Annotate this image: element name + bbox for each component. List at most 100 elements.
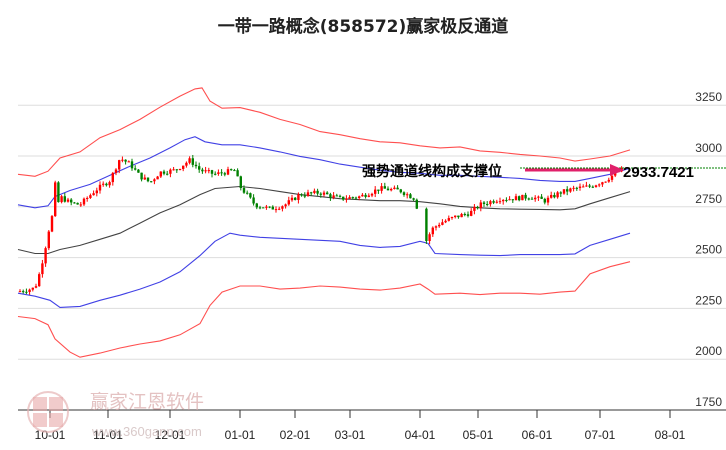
candle-body [204, 170, 207, 172]
candle-body [134, 168, 137, 170]
candle-body [492, 201, 495, 203]
candle-body [47, 231, 50, 249]
candle-body [518, 196, 521, 201]
watermark-url: www.360gann.com [91, 424, 202, 439]
candle-body [95, 190, 98, 194]
candle-body [271, 206, 274, 210]
candle-body [438, 224, 441, 227]
candle-body [386, 188, 390, 191]
band-line-outer_lower [17, 261, 631, 358]
candle-body [220, 172, 223, 174]
candle-body [444, 220, 447, 223]
candle-body [514, 196, 518, 201]
candle-body [294, 197, 297, 200]
candle-body [470, 210, 473, 216]
watermark-brand: 赢家江恩软件 [90, 391, 204, 413]
candle-body [278, 208, 281, 210]
y-tick-label: 2500 [695, 243, 722, 257]
candle-body [598, 184, 601, 186]
candle-body [342, 196, 345, 200]
watermark-logo-icon [27, 391, 69, 433]
candle-body [335, 195, 338, 197]
candle-body [406, 194, 409, 196]
candle-body [73, 202, 76, 204]
candle-body [412, 198, 415, 200]
candle-body [140, 172, 143, 180]
candle-body [370, 193, 374, 196]
candle-body [399, 189, 402, 193]
candle-body [329, 194, 332, 198]
candle-body [172, 169, 175, 171]
candle-body [89, 195, 92, 198]
x-tick-label: 06-01 [522, 428, 553, 442]
candle-body [310, 192, 313, 194]
candle-body [450, 217, 454, 219]
candle-body [255, 203, 258, 208]
support-value: 2933.7421 [623, 164, 694, 181]
chart-title: 一带一路概念(858572)赢家极反通道 [217, 17, 509, 37]
band-line-outer_upper [17, 87, 631, 177]
candle-body [540, 196, 543, 199]
candle-body [466, 214, 470, 216]
y-tick-label: 2250 [695, 293, 722, 307]
candle-body [124, 159, 127, 162]
candle-body [274, 209, 278, 211]
candle-body [230, 169, 233, 171]
y-tick-label: 3000 [695, 141, 722, 155]
y-tick-label: 2000 [695, 344, 722, 358]
candle-body [175, 169, 178, 171]
candle-body [358, 196, 361, 199]
candle-body [585, 185, 588, 187]
candle-body [201, 169, 204, 172]
candle-body [409, 194, 412, 199]
candle-body [572, 187, 575, 189]
candle-body [489, 201, 492, 205]
candle-body [31, 287, 34, 290]
candle-body [28, 289, 31, 292]
candle-body [191, 158, 194, 165]
candle-body [41, 263, 44, 275]
candle-body [108, 182, 111, 186]
candle-body [415, 199, 418, 209]
candle-body [550, 194, 553, 198]
candle-body [537, 196, 540, 198]
candle-body [111, 172, 114, 183]
candle-body [146, 177, 150, 182]
candle-body [162, 171, 166, 174]
candle-body [578, 186, 582, 188]
candle-body [118, 160, 121, 170]
candle-body [434, 226, 438, 228]
candle-body [98, 184, 102, 191]
candle-body [332, 195, 335, 198]
candle-body [217, 172, 220, 174]
candle-body [265, 206, 268, 208]
candle-body [374, 189, 377, 194]
candle-body [242, 188, 246, 193]
candlesticks [18, 154, 623, 295]
candle-body [86, 197, 89, 199]
band-line-middle [17, 185, 631, 255]
candle-body [102, 183, 105, 185]
candle-body [454, 215, 457, 218]
candle-body [44, 248, 47, 264]
candle-body [591, 186, 594, 188]
candle-body [287, 200, 290, 205]
candle-body [543, 198, 546, 203]
candle-body [588, 185, 591, 187]
candle-body [495, 201, 498, 203]
candle-body [316, 190, 319, 194]
candle-body [127, 161, 130, 163]
candle-body [546, 197, 550, 203]
candle-body [82, 198, 86, 205]
candle-body [150, 181, 153, 183]
candle-body [18, 291, 22, 293]
candle-body [319, 193, 322, 195]
candle-body [380, 186, 383, 191]
grid-lines [18, 104, 726, 360]
candle-body [326, 192, 329, 195]
candle-body [604, 181, 607, 183]
candle-body [262, 207, 265, 209]
candle-body [460, 214, 463, 218]
candle-body [300, 194, 303, 196]
